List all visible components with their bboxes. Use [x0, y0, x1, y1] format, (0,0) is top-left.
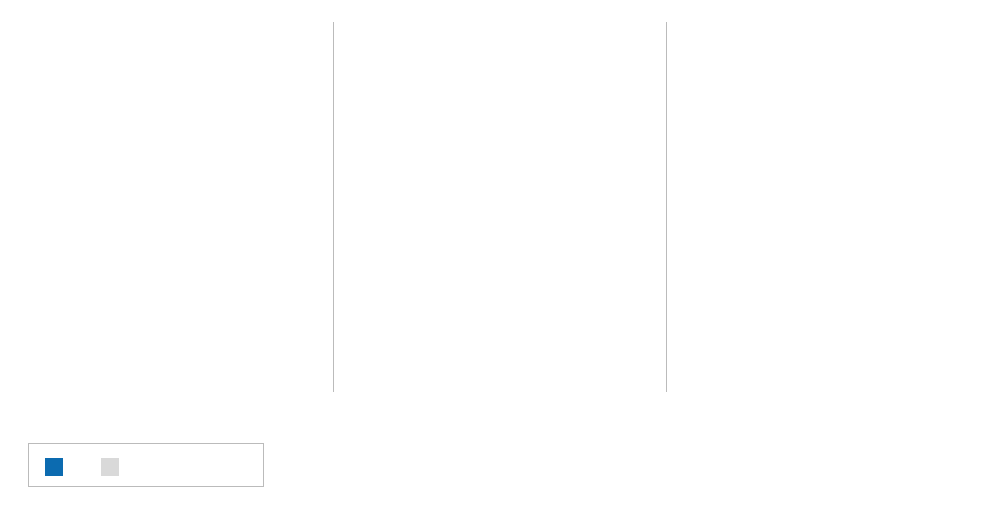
panel-1: [333, 22, 667, 392]
page-title: [0, 0, 1000, 22]
swatch-active: [45, 458, 63, 476]
panels-row: [0, 22, 1000, 392]
key-box: [28, 443, 264, 487]
panel-2: [666, 22, 1000, 392]
swatch-inactive: [101, 458, 119, 476]
panel-0: [0, 22, 333, 392]
